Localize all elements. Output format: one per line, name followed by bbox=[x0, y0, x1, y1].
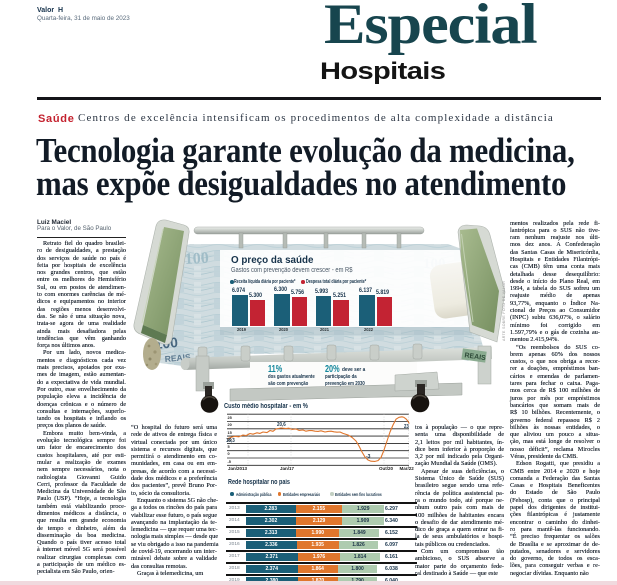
svg-text:REAIS: REAIS bbox=[464, 352, 486, 362]
svg-text:100: 100 bbox=[184, 250, 209, 268]
